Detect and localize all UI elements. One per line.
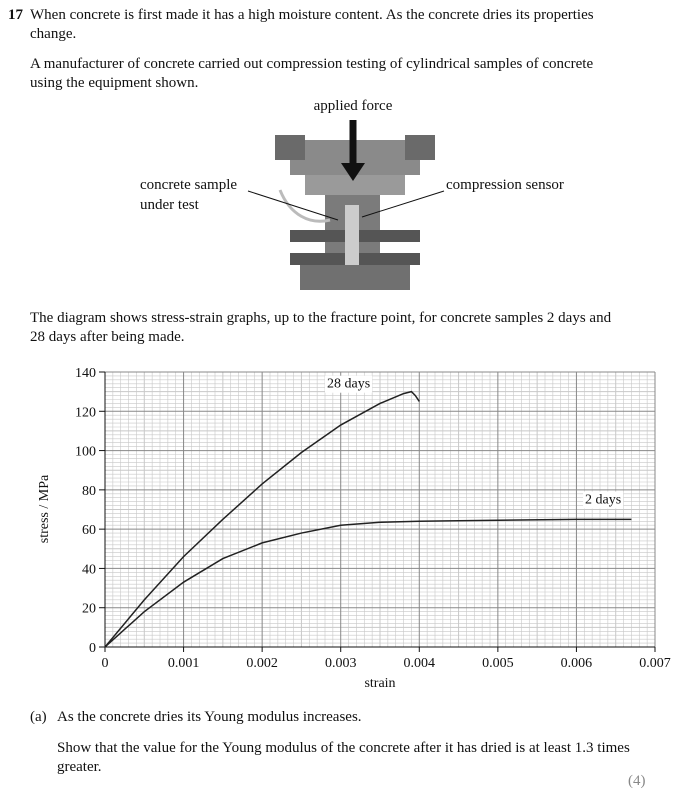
marks: (4) [628, 773, 646, 789]
y-tick-label: 40 [82, 562, 96, 577]
sample-label: under test [140, 197, 200, 213]
y-tick-label: 0 [89, 641, 96, 656]
question-number: 17 [8, 7, 23, 23]
x-tick-label: 0.006 [561, 656, 593, 671]
apparatus-photo [275, 135, 435, 290]
y-tick-label: 120 [75, 405, 96, 420]
y-tick-label: 60 [82, 523, 96, 538]
y-tick-label: 20 [82, 602, 96, 617]
chart: strain stress / MPa 0 0.001 0.002 0.003 0.00… [37, 366, 671, 691]
series-line [104, 390, 420, 648]
part-label: (a) [30, 709, 47, 725]
sample-label: concrete sample [140, 177, 237, 193]
apparatus-figure: applied force concrete sample under test… [140, 98, 564, 290]
sensor-label: compression sensor [446, 177, 564, 193]
x-tick-label: 0.001 [168, 656, 200, 671]
series-line [104, 518, 632, 648]
series-label: 2 days [585, 493, 621, 508]
y-tick-label: 100 [75, 445, 96, 460]
y-axis-label: stress / MPa [37, 474, 52, 543]
x-tick-label: 0.003 [325, 656, 357, 671]
y-tick-label: 140 [75, 366, 96, 381]
x-tick-label: 0.002 [246, 656, 278, 671]
y-tick-label: 80 [82, 484, 96, 499]
chart-intro: The diagram shows stress-strain graphs, … [30, 310, 612, 345]
x-tick-label: 0.007 [639, 656, 671, 671]
paragraph: A manufacturer of concrete carried out c… [30, 56, 594, 91]
x-axis-label: strain [364, 676, 395, 691]
series-label: 28 days [327, 377, 370, 392]
label-background [583, 491, 624, 509]
x-tick-label: 0.004 [404, 656, 436, 671]
paragraph: When concrete is first made it has a hig… [30, 7, 594, 42]
label-background [324, 375, 373, 393]
part-statement: As the concrete dries its Young modulus … [57, 709, 362, 725]
part-instruction: Show that the value for the Young modulu… [57, 740, 630, 775]
applied-force-label: applied force [314, 98, 393, 114]
x-tick-label: 0.005 [482, 656, 514, 671]
x-tick-label: 0 [102, 656, 109, 671]
